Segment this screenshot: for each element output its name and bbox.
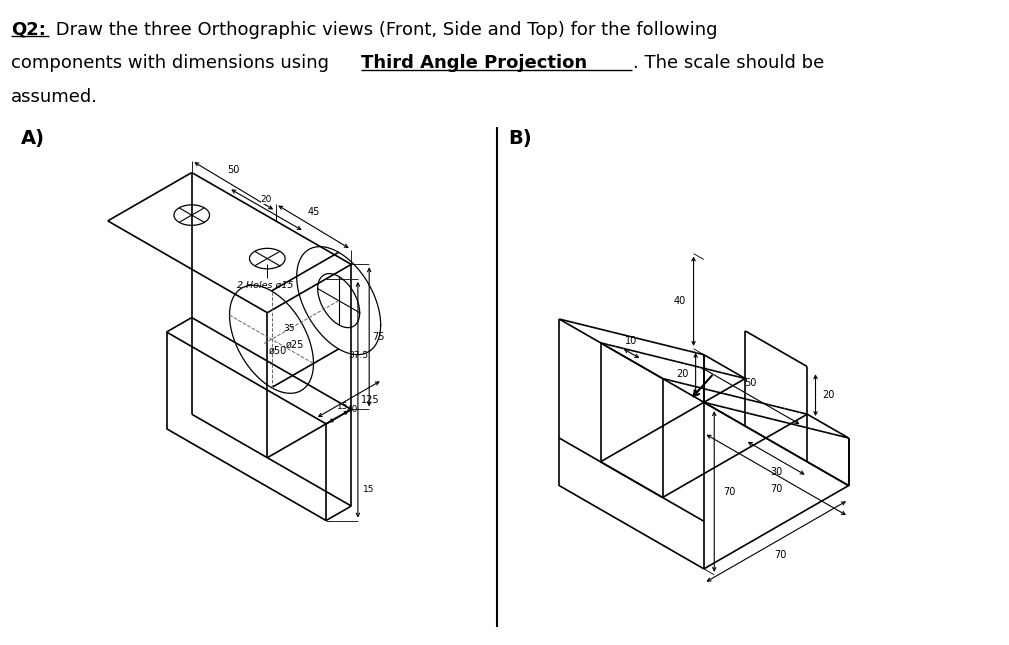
Text: 70: 70 (723, 486, 736, 497)
Text: 50: 50 (227, 165, 240, 175)
Text: Q2:: Q2: (11, 21, 45, 39)
Text: 70: 70 (774, 550, 786, 561)
Text: 40: 40 (673, 296, 685, 306)
Text: 75: 75 (372, 332, 384, 342)
Text: 50: 50 (745, 378, 757, 388)
Text: B): B) (508, 129, 532, 148)
Text: 15: 15 (363, 485, 374, 494)
Text: ø25: ø25 (286, 339, 304, 350)
Text: 125: 125 (361, 395, 379, 404)
Text: A): A) (20, 129, 44, 148)
Text: 20: 20 (676, 369, 689, 379)
Text: 40: 40 (347, 405, 358, 414)
Text: 30: 30 (770, 467, 782, 477)
Text: Draw the three Orthographic views (Front, Side and Top) for the following: Draw the three Orthographic views (Front… (49, 21, 717, 39)
Text: Third Angle Projection: Third Angle Projection (361, 54, 587, 72)
Text: . The scale should be: . The scale should be (634, 54, 824, 72)
Text: 20: 20 (822, 390, 834, 400)
Text: 2 Holes ø15: 2 Holes ø15 (237, 281, 294, 290)
Text: ø50: ø50 (269, 345, 288, 355)
Text: components with dimensions using: components with dimensions using (11, 54, 335, 72)
Text: 37.5: 37.5 (349, 352, 369, 360)
Text: 35: 35 (284, 324, 295, 333)
Text: 15: 15 (337, 402, 348, 411)
Text: 70: 70 (770, 484, 782, 494)
Text: assumed.: assumed. (11, 88, 98, 106)
Text: 45: 45 (308, 207, 320, 217)
Text: 10: 10 (626, 335, 638, 346)
Text: 20: 20 (260, 195, 272, 204)
